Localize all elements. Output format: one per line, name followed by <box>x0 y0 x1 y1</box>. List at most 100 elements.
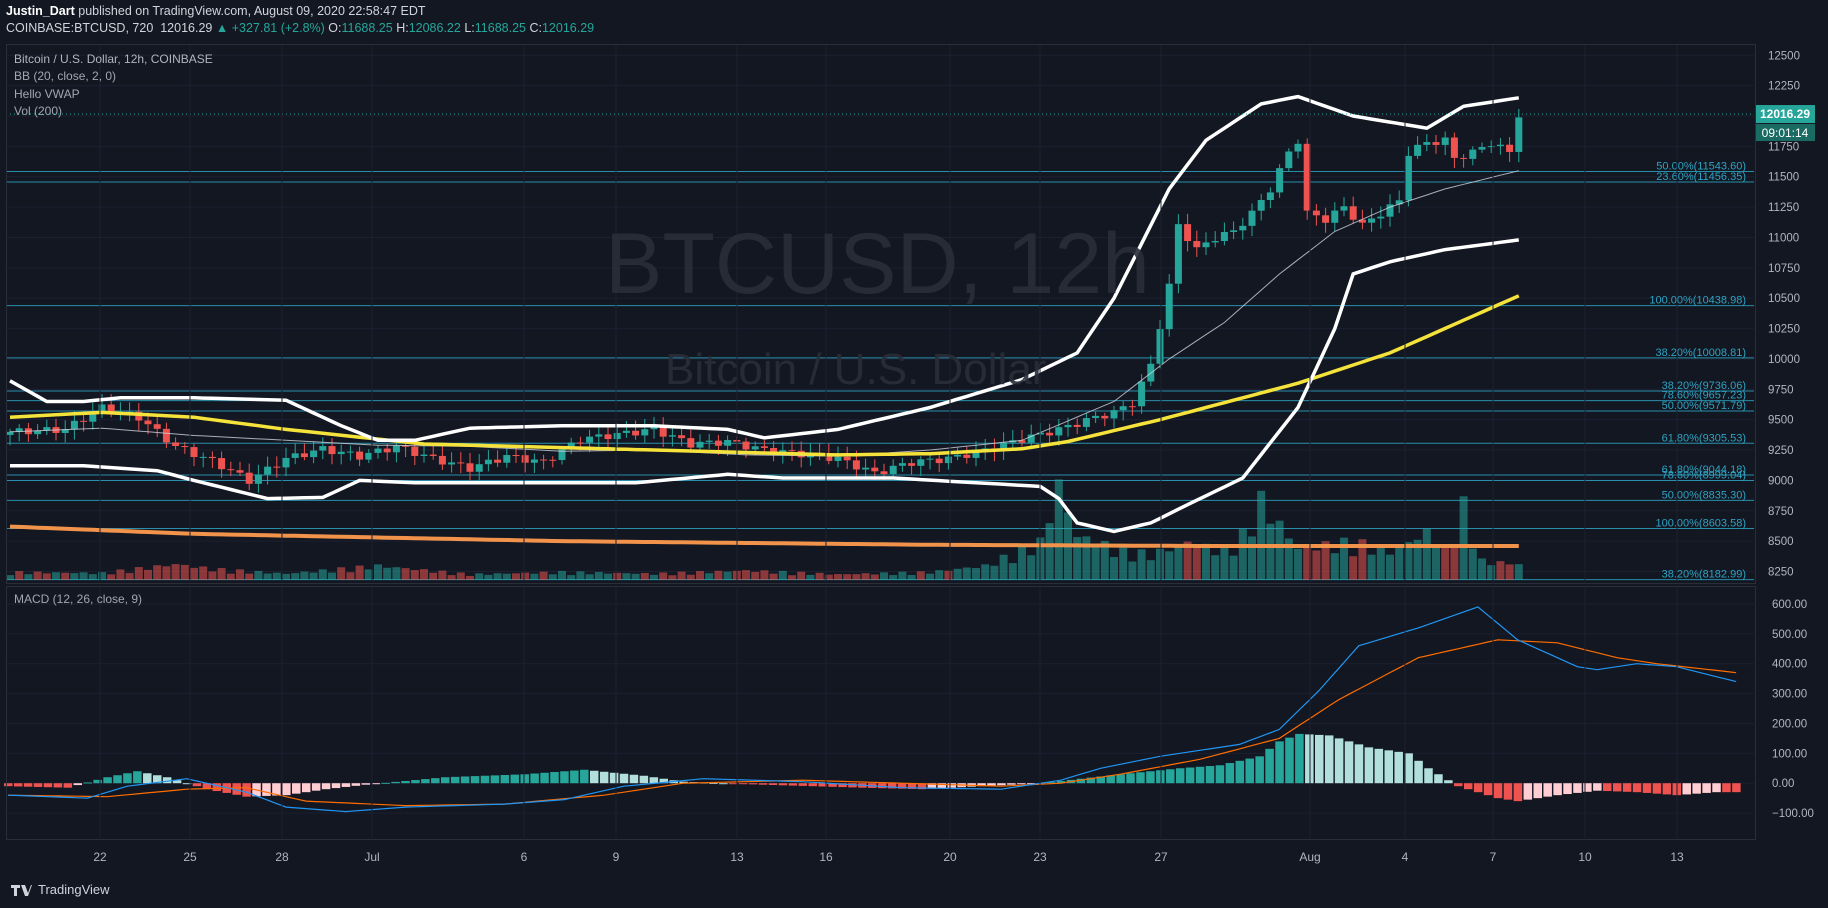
volume-bar <box>824 574 833 580</box>
candle-body <box>107 404 115 414</box>
volume-bar <box>1165 551 1174 580</box>
candle-body <box>862 467 870 470</box>
macd-histogram-bar <box>1652 783 1662 794</box>
legend-volume[interactable]: Vol (200) <box>14 104 63 118</box>
volume-bar <box>723 571 732 580</box>
volume-bar <box>604 573 612 580</box>
candle-body <box>880 471 888 475</box>
macd-histogram-bar <box>1374 748 1384 784</box>
fib-level-label: 61.80%(9305.53) <box>1662 432 1746 444</box>
macd-histogram-bar <box>172 780 182 784</box>
time-tick-label: 9 <box>613 850 620 864</box>
macd-histogram-bar <box>589 770 599 784</box>
candle-body <box>751 446 759 450</box>
volume-bar <box>714 570 723 580</box>
tradingview-logo-icon <box>11 884 32 896</box>
candle-body <box>236 470 244 473</box>
volume-bar <box>1468 548 1477 580</box>
time-tick-label: 10 <box>1578 850 1592 864</box>
candle-body <box>356 451 364 460</box>
volume-bar <box>659 572 668 580</box>
volume-bar <box>1294 548 1302 580</box>
candle-body <box>1082 418 1090 427</box>
price-tick-label: 11250 <box>1768 202 1799 214</box>
candle-body <box>954 454 962 457</box>
macd-histogram-bar <box>1404 753 1413 784</box>
macd-histogram-bar <box>1692 783 1701 794</box>
moving-average-line <box>9 294 1520 457</box>
macd-histogram-bar <box>1324 735 1334 784</box>
candle-body <box>705 440 713 442</box>
price-tick-label: 8250 <box>1768 566 1794 578</box>
time-tick-label: 23 <box>1033 850 1047 864</box>
time-axis[interactable]: 22 25 28 Jul 6 9 13 16 20 23 27 Aug 4 7 10 13 <box>0 840 1828 874</box>
macd-histogram-bar <box>1315 734 1324 784</box>
candle-body <box>714 440 722 446</box>
macd-histogram-bar <box>391 781 400 784</box>
macd-histogram-bar <box>1483 783 1493 796</box>
symbol-label[interactable]: COINBASE:BTCUSD, 720 <box>6 21 154 35</box>
price-tick-label: 12250 <box>1768 81 1800 93</box>
tradingview-logo[interactable]: TradingView <box>10 882 110 897</box>
macd-histogram-bar <box>1384 750 1394 784</box>
macd-histogram-bar <box>4 783 13 787</box>
candle-body <box>595 434 603 437</box>
candle-body <box>1230 230 1238 232</box>
legend-vwap[interactable]: Hello VWAP <box>14 87 80 101</box>
volume-bar <box>1459 496 1468 580</box>
macd-histogram-bar <box>341 783 351 787</box>
volume-bar <box>1404 542 1413 580</box>
macd-histogram-bar <box>927 783 937 789</box>
volume-bar <box>1330 553 1339 580</box>
volume-bar <box>346 572 355 580</box>
candle-body <box>365 452 373 460</box>
volume-bar <box>466 575 474 580</box>
macd-histogram-bar <box>83 782 92 784</box>
candle-body <box>411 446 419 456</box>
macd-histogram-bar <box>133 771 142 784</box>
legend-title[interactable]: Bitcoin / U.S. Dollar, 12h, COINBASE <box>14 52 213 66</box>
macd-histogram-bar <box>232 783 241 795</box>
candle-body <box>1368 218 1376 223</box>
macd-histogram-bar <box>1245 758 1254 784</box>
candle-body <box>374 448 382 453</box>
volume-bar <box>245 573 254 580</box>
volume-bar <box>15 571 24 580</box>
volume-bar <box>889 575 898 580</box>
legend-macd[interactable]: MACD (12, 26, close, 9) <box>14 592 143 606</box>
price-chart[interactable]: 1250012250120001175011500112501100010750… <box>0 44 1828 582</box>
volume-bar <box>880 572 888 580</box>
volume-bar <box>962 567 971 580</box>
candle-body <box>1119 406 1127 411</box>
candle-body <box>834 456 842 461</box>
volume-bar <box>208 571 217 580</box>
author-name[interactable]: Justin_Dart <box>6 4 75 18</box>
volume-bar <box>162 566 171 580</box>
volume-bar <box>1321 541 1330 580</box>
volume-bar <box>282 573 290 580</box>
macd-histogram-bar <box>778 783 788 786</box>
candle-body <box>1110 410 1118 419</box>
macd-histogram-bar <box>897 783 907 789</box>
macd-histogram-bar <box>649 777 659 784</box>
candle-body <box>696 441 704 448</box>
countdown-label: 09:01:14 <box>1762 126 1809 140</box>
macd-histogram-bar <box>431 778 440 784</box>
time-tick-label: 22 <box>93 850 107 864</box>
candle-body <box>89 412 97 422</box>
macd-chart[interactable]: 600.00 500.00 400.00 300.00 200.00 100.00 0.00… <box>0 586 1828 838</box>
candle-body <box>61 429 69 433</box>
candle-body <box>1414 144 1422 156</box>
volume-bar <box>1395 545 1404 580</box>
time-tick-label: 13 <box>1670 850 1684 864</box>
legend-bb[interactable]: BB (20, close, 2, 0) <box>14 69 117 83</box>
volume-bar <box>999 554 1008 580</box>
volume-bar <box>263 573 272 580</box>
macd-histogram-bar <box>321 783 331 790</box>
candle-body <box>153 424 161 429</box>
volume-bar <box>79 572 88 580</box>
candle-body <box>567 442 575 450</box>
candle-body <box>328 446 336 455</box>
volume-bar <box>686 574 695 580</box>
candle-body <box>889 465 897 475</box>
